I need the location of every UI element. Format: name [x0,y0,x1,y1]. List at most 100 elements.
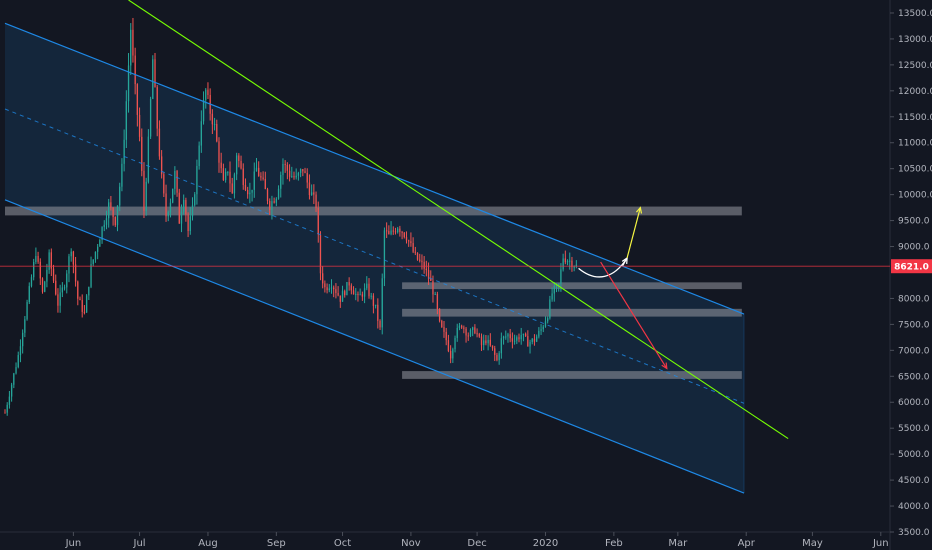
candle-body [571,260,573,267]
y-tick-label: 7000.0 [898,346,930,356]
green-trendline [128,0,789,440]
candle-body [573,266,575,268]
x-tick-label: Jul [133,538,146,549]
candle-body [372,295,375,306]
candle-body [154,59,156,88]
candle-body [502,336,505,339]
candle-body [414,251,416,253]
candle-body [454,337,456,350]
candle-body [167,212,169,217]
bullish-arrow-head [635,206,643,214]
candle-body [52,268,55,281]
y-tick-label: 4500.0 [898,476,930,486]
candle-body [538,330,540,337]
candle-body [50,252,52,269]
candle-body [465,328,467,336]
candle-body [101,227,103,240]
candle-body [569,260,571,262]
candle-body [81,300,83,312]
candle-body [70,251,72,257]
candle-body [165,193,167,217]
candle-body [553,286,555,294]
candle-body [381,278,383,328]
candle-body [288,170,291,177]
candle-body [103,224,105,228]
candle-body [476,333,478,335]
candle-body [522,333,525,336]
candle-body [368,283,370,297]
candle-body [341,291,344,302]
candle-body [125,101,127,140]
candle-body [187,214,189,232]
candle-body [112,207,114,217]
x-tick-label: Feb [605,538,623,549]
candle-body [456,327,458,338]
y-tick-label: 9500.0 [898,217,930,227]
candle-body [41,278,44,292]
candle-body [324,283,326,288]
candle-body [405,236,408,241]
candle-body [152,59,154,99]
candle-body [134,55,136,85]
candle-body [264,179,266,190]
candle-body [282,163,284,175]
candle-body [511,338,514,342]
candle-body [149,98,152,137]
candle-body [308,182,311,196]
candle-body [326,287,328,291]
x-tick-label: Aug [198,538,218,549]
candle-body [280,174,282,189]
candle-body [253,171,255,190]
candle-body [518,337,520,340]
candles-group [4,17,578,416]
candle-body [145,181,147,211]
candle-body [83,311,86,313]
candle-body [355,293,357,295]
candle-body [370,295,372,297]
candle-body [229,171,231,184]
curve-arrow-shaft [622,257,628,267]
candle-body [483,340,485,346]
candle-body [194,194,196,206]
candle-body [507,334,509,337]
candle-body [535,336,538,342]
y-tick-label: 13000.0 [898,35,932,45]
candle-body [269,200,271,210]
candle-body [66,273,68,288]
candle-body [410,241,412,244]
candle-body [15,367,17,374]
candle-body [46,269,48,282]
candle-body [132,29,134,56]
candle-body [485,340,487,344]
candle-body [94,251,97,260]
candle-body [233,174,236,194]
candle-body [30,277,33,287]
candle-body [313,192,315,195]
candle-body [520,335,522,340]
x-tick-label: Jun [65,538,82,549]
candle-body [271,201,273,210]
price-line-group: 8621.0 [0,259,932,274]
candle-body [430,278,432,281]
y-tick-label: 6000.0 [898,398,930,408]
candle-body [171,188,174,203]
candle-body [480,336,483,346]
candle-body [8,396,11,405]
candle-body [238,155,240,161]
candle-body [474,327,476,334]
candle-body [48,252,50,270]
y-tick-label: 5500.0 [898,424,930,434]
candle-body [419,259,421,261]
candle-body [99,239,101,247]
y-tick-label: 11000.0 [898,139,932,149]
candle-body [68,256,70,274]
candle-body [110,202,112,208]
candle-body [273,201,275,203]
candle-body [180,211,183,224]
candle-body [198,145,200,166]
candle-body [494,348,496,355]
candle-body [403,232,405,237]
